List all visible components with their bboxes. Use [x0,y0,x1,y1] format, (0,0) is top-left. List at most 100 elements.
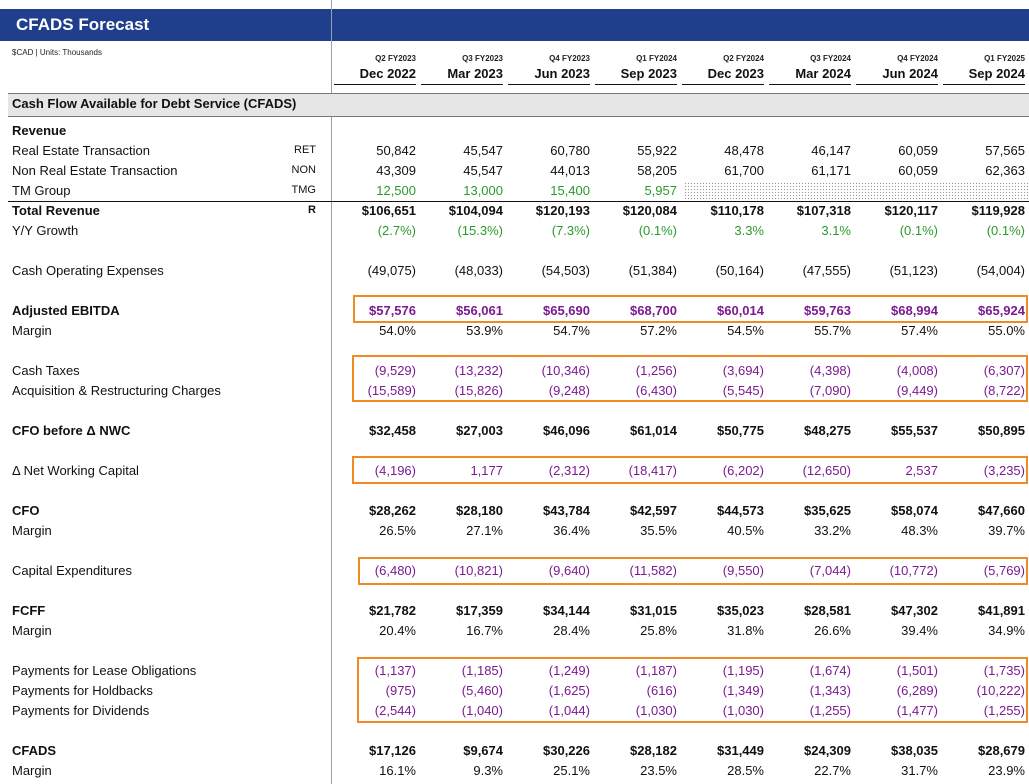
table-cell: $35,625 [804,503,851,518]
table-row: Real Estate Transaction RET 50,842 45,547 60… [0,141,1029,161]
table-row: FCFF $21,782 $17,359 $34,144 $31,015 $35,023 $… [0,601,1029,621]
highlight-net-working-capital [352,456,1028,484]
table-cell: 57.2% [640,323,677,338]
table-cell: 22.7% [814,763,851,778]
column-header-rule [508,84,590,85]
column-header-rule [334,84,416,85]
table-cell: 61,171 [811,163,851,178]
table-cell: $28,679 [978,743,1025,758]
table-cell: $41,891 [978,603,1025,618]
table-cell: (2,544) [374,703,416,718]
row-label: CFADS [12,743,57,758]
table-cell: 39.4% [901,623,938,638]
table-cell: (1,030) [635,703,677,718]
table-row: Margin 16.1% 9.3% 25.1% 23.5% 28.5% 22.7% 31.7%… [0,761,1029,781]
table-cell: $17,126 [369,743,416,758]
table-cell: (9,529) [374,363,416,378]
table-cell: $34,144 [543,603,590,618]
column-quarter: Q3 FY2023 [462,54,503,63]
table-cell: $106,651 [361,203,416,218]
column-header: Q1 FY2024 Sep 2023 [597,54,677,81]
column-header: Q2 FY2024 Dec 2023 [684,54,764,81]
table-cell: (1,501) [896,663,938,678]
table-cell: 20.4% [379,623,416,638]
table-cell: 34.9% [988,623,1025,638]
table-row: Revenue [0,121,1029,141]
table-cell: $31,449 [717,743,764,758]
table-cell: (0.1%) [638,223,677,238]
table-cell: 57.4% [901,323,938,338]
total-revenue-rule [8,201,1029,202]
table-cell: 54.7% [553,323,590,338]
table-cell: (9,248) [548,383,590,398]
table-cell: (0.1%) [899,223,938,238]
table-cell: (5,769) [983,563,1025,578]
column-date: Jun 2023 [534,66,590,81]
table-cell: 1,177 [470,463,503,478]
highlight-payments [357,657,1028,723]
table-cell: (15,589) [367,383,416,398]
table-cell: (8,722) [983,383,1025,398]
table-cell: (6,430) [635,383,677,398]
row-label: Cash Taxes [12,363,80,378]
table-row: Margin 20.4% 16.7% 28.4% 25.8% 31.8% 26.6% 39.4… [0,621,1029,641]
table-cell: 16.7% [466,623,503,638]
table-cell: 36.4% [553,523,590,538]
table-cell: (1,256) [635,363,677,378]
table-row: Payments for Lease Obligations (1,137) (1,… [0,661,1029,681]
column-quarter: Q1 FY2025 [984,54,1025,63]
table-cell: 60,059 [898,143,938,158]
table-cell: $44,573 [717,503,764,518]
table-cell: $104,094 [448,203,503,218]
table-cell: (12,650) [802,463,851,478]
table-cell: (10,222) [976,683,1025,698]
table-cell: (13,232) [454,363,503,378]
column-header-rule [421,84,503,85]
table-cell: $110,178 [710,203,764,218]
table-cell: 31.7% [901,763,938,778]
row-label: Margin [12,623,52,638]
table-cell: (5,545) [722,383,764,398]
column-header: Q4 FY2023 Jun 2023 [510,54,590,81]
table-cell: 3.1% [821,223,851,238]
column-date: Jun 2024 [882,66,938,81]
column-quarter: Q1 FY2024 [636,54,677,63]
row-label: Payments for Lease Obligations [12,663,197,678]
row-label: Payments for Dividends [12,703,150,718]
row-code: TMG [291,184,316,196]
units-note: $CAD | Units: Thousands [12,48,102,57]
table-cell: (1,185) [461,663,503,678]
row-label: FCFF [12,603,46,618]
table-cell: $107,318 [796,203,851,218]
row-label: CFO before Δ NWC [12,423,131,438]
table-cell: (4,398) [809,363,851,378]
table-cell: $28,180 [456,503,503,518]
table-cell: (48,033) [454,263,503,278]
table-cell: (51,123) [889,263,938,278]
table-cell: 46,147 [811,143,851,158]
table-cell: 53.9% [466,323,503,338]
highlight-taxes-acquisition [352,355,1028,402]
table-cell: (1,349) [722,683,764,698]
table-cell: 35.5% [640,523,677,538]
page-title: CFADS Forecast [16,15,150,34]
table-cell: $58,074 [891,503,938,518]
table-cell: $60,014 [717,303,764,318]
table-cell: $35,023 [717,603,764,618]
table-row: Total Revenue R $106,651 $104,094 $120,193 $1… [0,201,1029,221]
table-cell: (2,312) [548,463,590,478]
table-cell: $68,994 [891,303,938,318]
table-cell: 3.3% [734,223,764,238]
table-cell: (1,195) [722,663,764,678]
row-label: Y/Y Growth [12,223,79,238]
table-cell: (47,555) [802,263,851,278]
table-cell: (1,249) [548,663,590,678]
column-header: Q3 FY2024 Mar 2024 [771,54,851,81]
row-code: RET [294,144,316,156]
table-cell: (6,202) [722,463,764,478]
tm-group-empty-hatch [684,182,1029,200]
table-cell: (15.3%) [457,223,503,238]
table-cell: (7,044) [809,563,851,578]
table-row: Cash Taxes (9,529) (13,232) (10,346) (1,256)… [0,361,1029,381]
table-cell: $43,784 [543,503,590,518]
